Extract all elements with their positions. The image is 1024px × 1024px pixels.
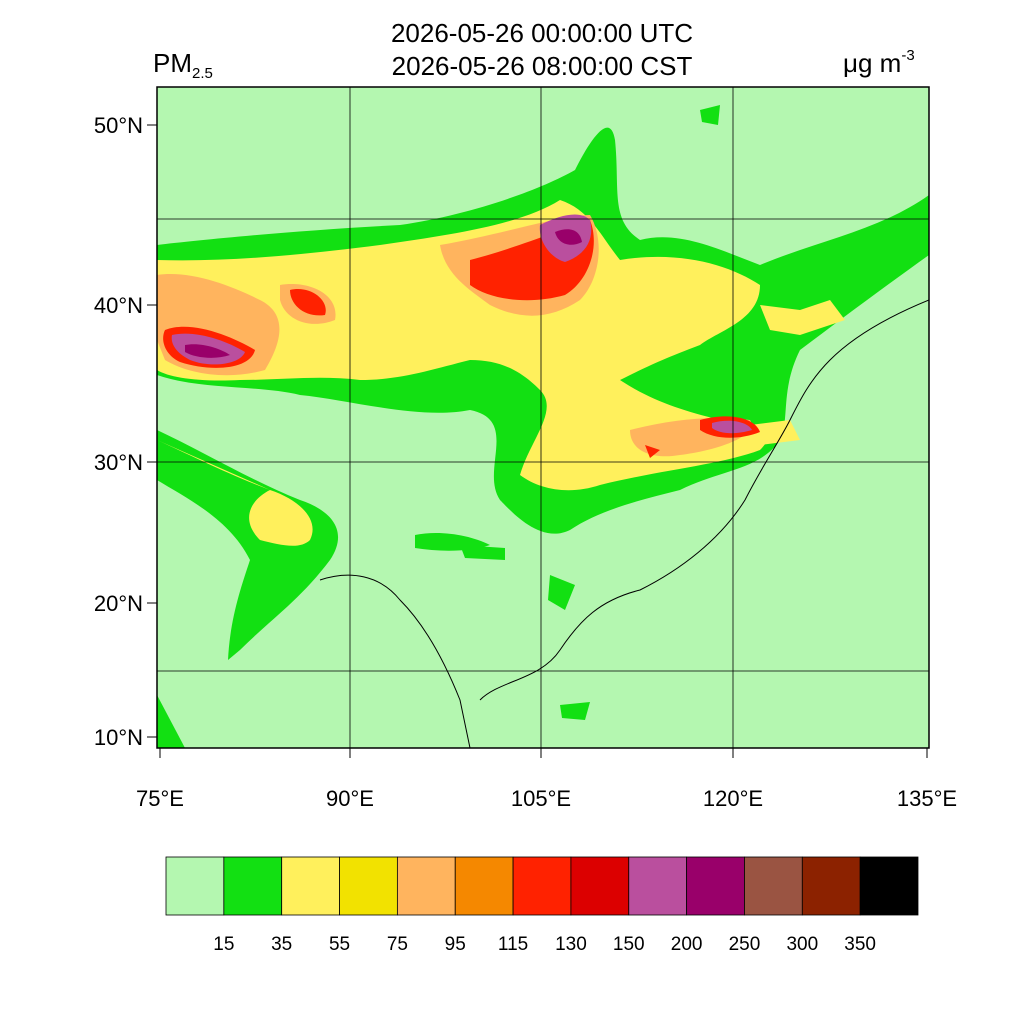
lat-label: 40°N	[94, 293, 143, 318]
colorbar-label: 75	[387, 934, 408, 955]
colorbar-box	[454, 856, 514, 916]
colorbar-label: 115	[498, 934, 528, 955]
map-frame	[156, 86, 930, 749]
axes: 50°N 40°N 30°N 20°N 10°N 75°E 90°E 105°E 120°E 13…	[94, 113, 957, 811]
colorbar-box	[281, 856, 340, 916]
variable-subscript: 2.5	[192, 65, 213, 82]
lon-label: 135°E	[897, 786, 957, 811]
lat-label: 10°N	[94, 725, 143, 750]
colorbar-box	[339, 856, 398, 916]
units-exponent: -3	[901, 47, 914, 64]
title-line: 2026-05-26 00:00:00 UTC	[391, 18, 693, 48]
colorbar-label: 130	[555, 934, 587, 955]
colorbar-label: 150	[613, 934, 645, 955]
colorbar-box	[223, 856, 283, 916]
variable-label: PM2.5	[153, 48, 213, 82]
units-label: μg m-3	[843, 47, 915, 78]
colorbar-label: 55	[329, 934, 350, 955]
colorbar-label: 250	[729, 934, 761, 955]
colorbar-label: 200	[671, 934, 703, 955]
colorbar-box	[686, 856, 745, 916]
lon-label: 120°E	[703, 786, 763, 811]
colorbar-label: 300	[786, 934, 818, 955]
colorbar-box	[744, 856, 803, 916]
lon-label: 90°E	[326, 786, 374, 811]
colorbar-box	[165, 856, 225, 916]
lat-label: 20°N	[94, 591, 143, 616]
units-base: μg m	[843, 48, 901, 78]
map-field	[157, 87, 929, 748]
colorbar-box	[396, 856, 456, 916]
colorbar-box	[801, 856, 861, 916]
colorbar-label: 35	[271, 934, 292, 955]
colorbar-label: 350	[844, 934, 876, 955]
colorbar-box	[570, 856, 630, 916]
lat-label: 30°N	[94, 450, 143, 475]
colorbar-label: 95	[445, 934, 466, 955]
colorbar-label: 15	[213, 934, 234, 955]
colorbar-box	[512, 856, 572, 916]
colorbar-box	[628, 856, 688, 916]
variable-name: PM	[153, 48, 192, 78]
title-line: 2026-05-26 08:00:00 CST	[392, 51, 693, 81]
lon-label: 105°E	[511, 786, 571, 811]
colorbar-box	[859, 856, 919, 916]
lat-label: 50°N	[94, 113, 143, 138]
colorbar: 15 35 55 75 95 115 130 150 200 250 300 350	[165, 856, 919, 955]
lon-label: 75°E	[136, 786, 184, 811]
